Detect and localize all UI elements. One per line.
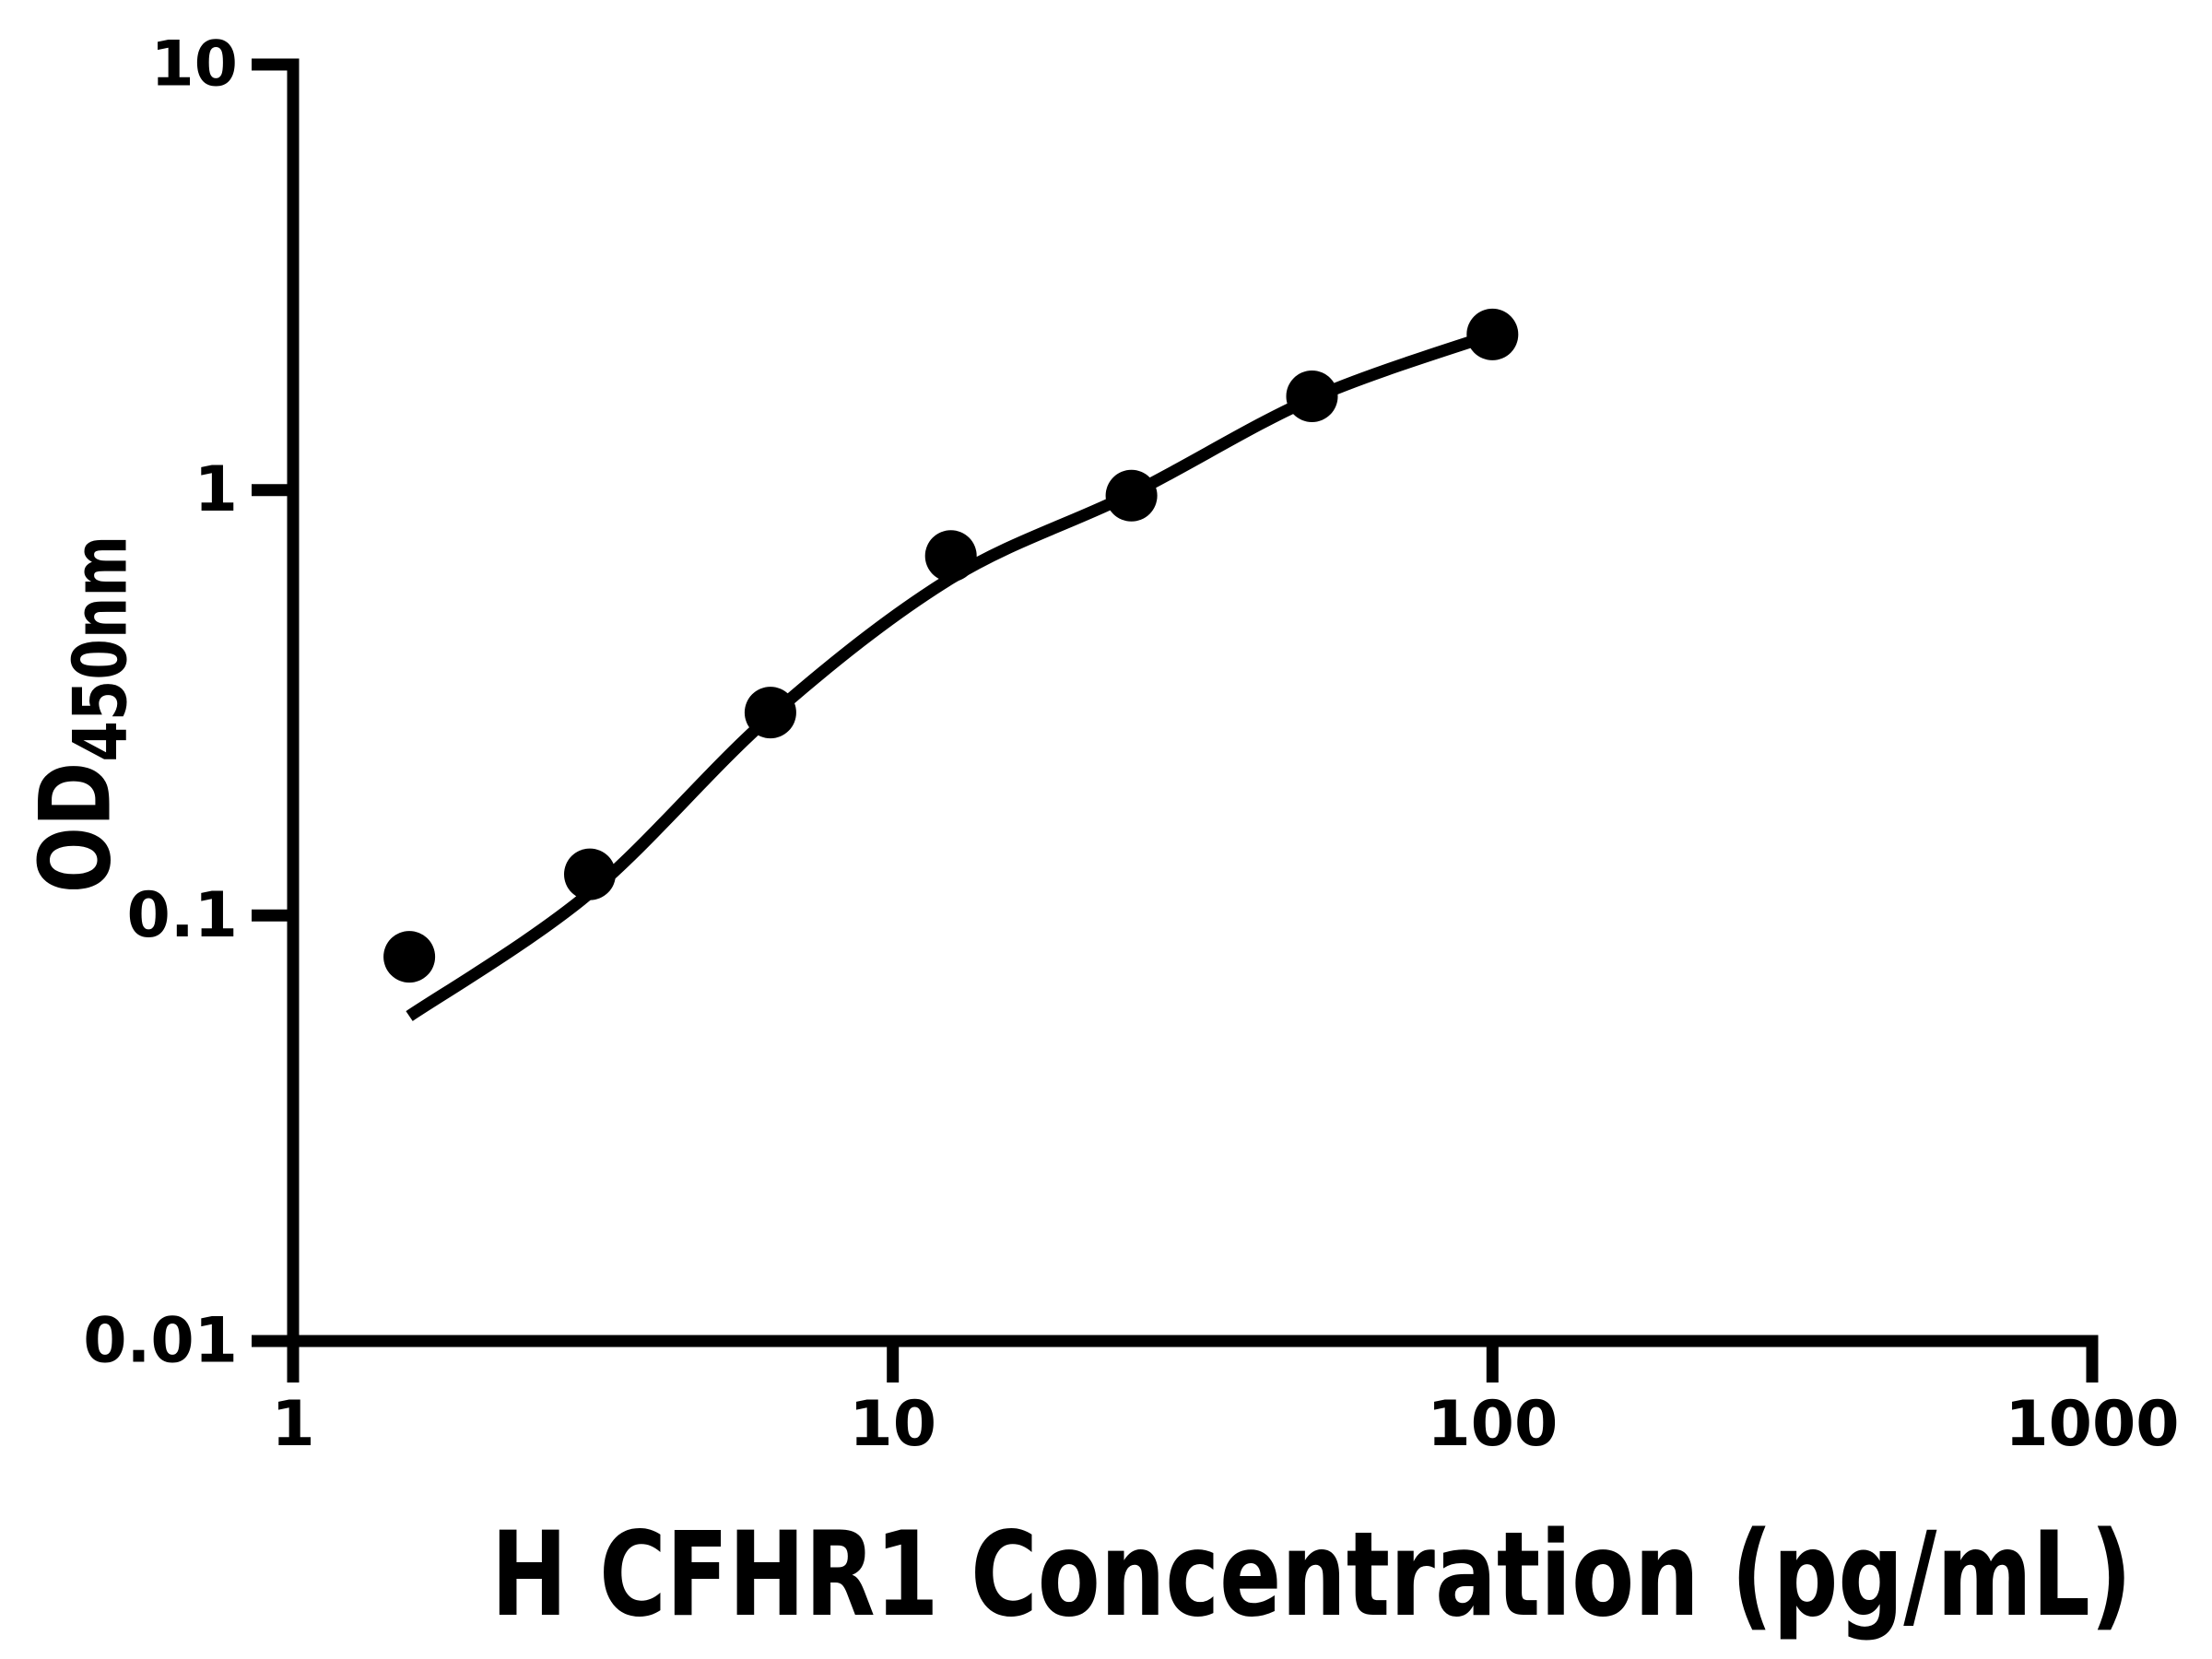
data-point	[924, 530, 977, 582]
data-point	[1286, 371, 1338, 422]
x-tick-label: 10	[849, 1388, 936, 1461]
x-tick-label: 100	[1427, 1388, 1558, 1461]
x-tick-label: 1	[271, 1388, 314, 1461]
y-tick-label: 10	[150, 29, 238, 101]
axes	[287, 64, 2099, 1381]
tick-labels: 10 1 0.1 0.01 1 10 100 1000	[83, 29, 2179, 1462]
y-axis-title-main: OD	[18, 761, 133, 894]
data-point	[383, 931, 436, 983]
data-points-group	[383, 308, 1519, 983]
tick-marks	[252, 58, 2099, 1382]
data-point	[1466, 308, 1519, 360]
y-axis-title: OD450nm	[19, 490, 144, 937]
y-tick-label: 0.01	[83, 1305, 238, 1378]
x-tick-label: 1000	[2005, 1388, 2179, 1461]
data-point	[744, 687, 796, 739]
x-axis-title: H CFHR1 Concentration (pg/mL)	[490, 1506, 2133, 1642]
y-tick-label: 0.1	[127, 879, 238, 952]
fit-curve-group	[406, 328, 1495, 1021]
data-point	[564, 848, 616, 900]
fit-curve	[406, 328, 1495, 1021]
y-axis-title-subscript: 450nm	[57, 535, 144, 762]
data-point	[1105, 469, 1158, 522]
y-tick-label: 1	[194, 453, 238, 526]
